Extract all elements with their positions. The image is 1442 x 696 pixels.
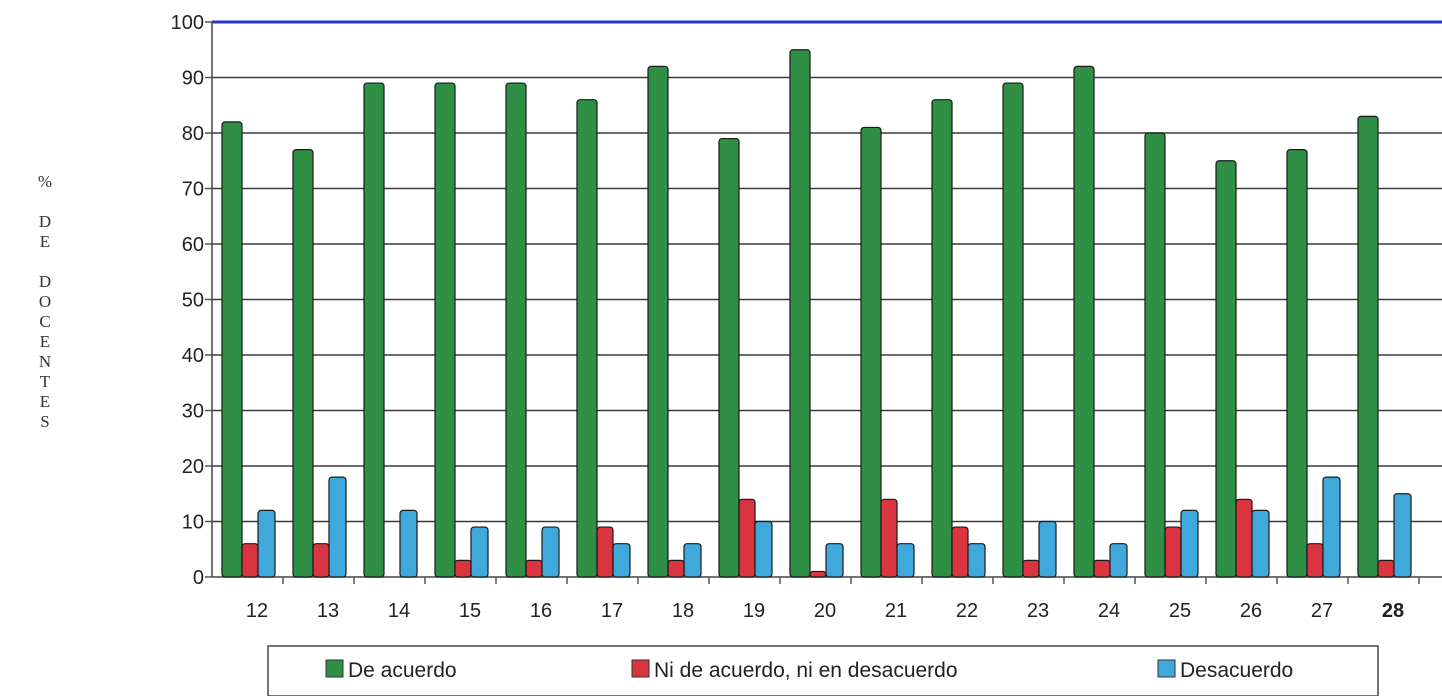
bar-desacuerdo-25 [1180, 509, 1199, 578]
bar-ni-de-acuerdo-ni-en-desacuerdo-12 [241, 543, 259, 578]
bar-desacuerdo-21 [896, 543, 915, 578]
legend-label-ni-de-acuerdo-ni-en-desacuerdo: Ni de acuerdo, ni en desacuerdo [654, 659, 958, 682]
bar-desacuerdo-28 [1393, 493, 1412, 578]
bar-de-acuerdo-18 [647, 65, 669, 578]
bar-de-acuerdo-19 [718, 137, 740, 578]
bar-desacuerdo-22 [967, 543, 986, 578]
bar-ni-de-acuerdo-ni-en-desacuerdo-27 [1306, 543, 1324, 578]
x-tick-label: 19 [743, 600, 765, 622]
bar-de-acuerdo-27 [1286, 149, 1308, 578]
bar-ni-de-acuerdo-ni-en-desacuerdo-17 [596, 526, 614, 578]
legend-label-de-acuerdo: De acuerdo [348, 659, 457, 682]
bar-de-acuerdo-17 [576, 99, 598, 578]
x-tick-label: 21 [885, 600, 907, 622]
legend-swatch-ni-de-acuerdo-ni-en-desacuerdo [631, 659, 650, 678]
x-tick-label: 17 [601, 600, 623, 622]
bar-desacuerdo-14 [399, 509, 418, 578]
bar-ni-de-acuerdo-ni-en-desacuerdo-23 [1022, 559, 1040, 578]
bar-desacuerdo-12 [257, 509, 276, 578]
legend-swatch-desacuerdo [1157, 659, 1176, 678]
bar-ni-de-acuerdo-ni-en-desacuerdo-16 [525, 559, 543, 578]
bar-de-acuerdo-23 [1002, 82, 1024, 578]
y-tick-label: 10 [182, 512, 204, 534]
bar-desacuerdo-15 [470, 526, 489, 578]
bar-desacuerdo-23 [1038, 520, 1057, 578]
bar-de-acuerdo-13 [292, 149, 314, 578]
legend-swatch-de-acuerdo [325, 659, 344, 678]
y-tick-label: 90 [182, 68, 204, 90]
y-tick-label: 20 [182, 456, 204, 478]
y-tick-label: 50 [182, 290, 204, 312]
y-tick-label: 30 [182, 401, 204, 423]
bar-desacuerdo-27 [1322, 476, 1341, 578]
y-tick-label: 100 [171, 12, 204, 34]
y-tick-label: 80 [182, 123, 204, 145]
bar-ni-de-acuerdo-ni-en-desacuerdo-19 [738, 498, 756, 578]
x-tick-label: 25 [1169, 600, 1191, 622]
bar-ni-de-acuerdo-ni-en-desacuerdo-25 [1164, 526, 1182, 578]
bar-de-acuerdo-22 [931, 99, 953, 578]
bar-desacuerdo-26 [1251, 509, 1270, 578]
bar-ni-de-acuerdo-ni-en-desacuerdo-24 [1093, 559, 1111, 578]
bar-desacuerdo-16 [541, 526, 560, 578]
bar-desacuerdo-17 [612, 543, 631, 578]
bar-desacuerdo-20 [825, 543, 844, 578]
bar-ni-de-acuerdo-ni-en-desacuerdo-28 [1377, 559, 1395, 578]
bar-ni-de-acuerdo-ni-en-desacuerdo-21 [880, 498, 898, 578]
x-tick-label: 12 [246, 600, 268, 622]
legend-label-desacuerdo: Desacuerdo [1180, 659, 1293, 682]
bar-ni-de-acuerdo-ni-en-desacuerdo-22 [951, 526, 969, 578]
x-tick-label: 20 [814, 600, 836, 622]
bar-de-acuerdo-24 [1073, 65, 1095, 578]
bar-ni-de-acuerdo-ni-en-desacuerdo-18 [667, 559, 685, 578]
legend [267, 645, 1379, 696]
bar-ni-de-acuerdo-ni-en-desacuerdo-26 [1235, 498, 1253, 578]
bar-de-acuerdo-14 [363, 82, 385, 578]
bar-de-acuerdo-12 [221, 121, 243, 578]
bar-de-acuerdo-21 [860, 126, 882, 578]
x-tick-label: 14 [388, 600, 410, 622]
bar-desacuerdo-18 [683, 543, 702, 578]
x-tick-label: 28 [1382, 600, 1404, 622]
bar-desacuerdo-24 [1109, 543, 1128, 578]
y-tick-label: 0 [193, 567, 204, 589]
bar-desacuerdo-13 [328, 476, 347, 578]
x-tick-label: 18 [672, 600, 694, 622]
x-tick-label: 24 [1098, 600, 1120, 622]
bar-desacuerdo-19 [754, 520, 773, 578]
bar-de-acuerdo-25 [1144, 132, 1166, 578]
bar-de-acuerdo-28 [1357, 115, 1379, 578]
y-tick-label: 60 [182, 234, 204, 256]
x-tick-label: 27 [1311, 600, 1333, 622]
x-tick-label: 23 [1027, 600, 1049, 622]
bar-ni-de-acuerdo-ni-en-desacuerdo-20 [809, 570, 827, 578]
x-tick-label: 13 [317, 600, 339, 622]
bar-de-acuerdo-26 [1215, 160, 1237, 578]
y-tick-label: 70 [182, 179, 204, 201]
bar-ni-de-acuerdo-ni-en-desacuerdo-15 [454, 559, 472, 578]
x-tick-label: 22 [956, 600, 978, 622]
bar-de-acuerdo-20 [789, 49, 811, 578]
bar-de-acuerdo-16 [505, 82, 527, 578]
y-tick-label: 40 [182, 345, 204, 367]
bar-ni-de-acuerdo-ni-en-desacuerdo-13 [312, 543, 330, 578]
x-tick-label: 16 [530, 600, 552, 622]
bar-de-acuerdo-15 [434, 82, 456, 578]
x-tick-label: 26 [1240, 600, 1262, 622]
x-tick-label: 15 [459, 600, 481, 622]
